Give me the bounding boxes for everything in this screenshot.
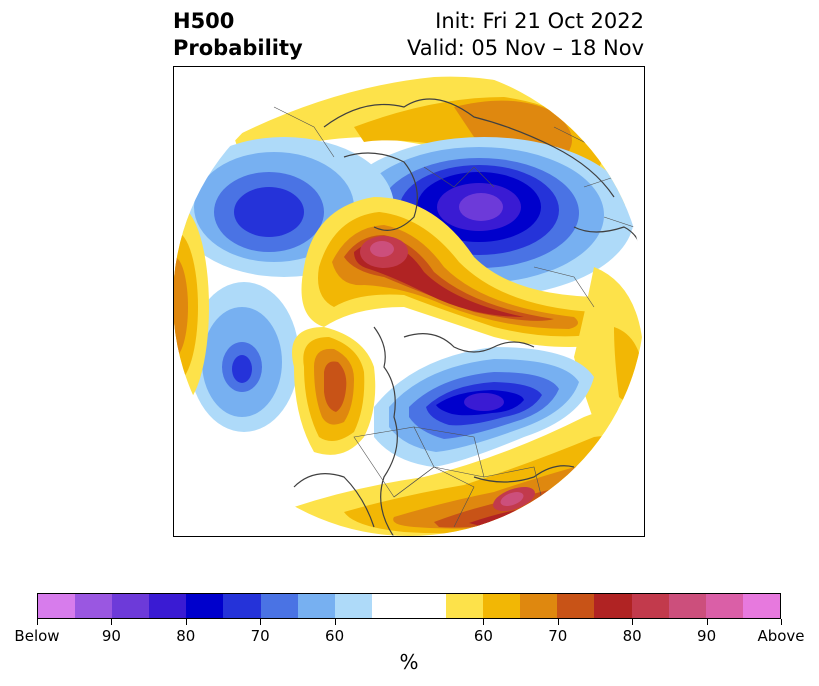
colorbar-tick	[631, 619, 633, 625]
colorbar-segment	[631, 594, 669, 618]
probability-map	[174, 67, 644, 536]
colorbar-tick	[780, 619, 782, 625]
colorbar-segment	[483, 594, 521, 618]
title-subtitle: Probability	[173, 36, 303, 60]
colorbar-segment	[334, 594, 372, 618]
below-center-pacific-south	[189, 282, 299, 432]
colorbar-segment	[112, 594, 150, 618]
title-left: H500 Probability	[173, 8, 303, 62]
colorbar-segment	[75, 594, 113, 618]
colorbar-segment	[520, 594, 558, 618]
above-center-nw-canada	[301, 197, 636, 347]
colorbar-segment	[260, 594, 298, 618]
colorbar-segment	[186, 594, 224, 618]
colorbar-segment	[705, 594, 743, 618]
colorbar-tick	[482, 619, 484, 625]
colorbar-segment	[446, 594, 484, 618]
colorbar-tick	[36, 619, 38, 625]
init-date: Init: Fri 21 Oct 2022	[435, 9, 644, 33]
colorbar-tick-label: 80	[622, 627, 642, 645]
coastlines	[293, 98, 644, 536]
title-right: Init: Fri 21 Oct 2022 Valid: 05 Nov – 18…	[407, 8, 644, 62]
colorbar-segment	[668, 594, 706, 618]
colorbar-tick	[334, 619, 336, 625]
colorbar-tick-label: Below	[14, 627, 60, 645]
colorbar-tick-label: 70	[548, 627, 568, 645]
colorbar-segment	[297, 594, 335, 618]
colorbar-segment	[149, 594, 187, 618]
colorbar-tick-label: 60	[325, 627, 345, 645]
colorbar-tick	[110, 619, 112, 625]
above-center-left-edge	[174, 207, 209, 407]
colorbar-tick-label: 90	[101, 627, 121, 645]
map-panel	[173, 66, 645, 537]
colorbar-segment	[594, 594, 632, 618]
colorbar-tick	[557, 619, 559, 625]
colorbar-unit: %	[399, 650, 419, 674]
colorbar-segment	[557, 594, 595, 618]
colorbar-tick	[706, 619, 708, 625]
colorbar-segment	[371, 594, 447, 618]
valid-range: Valid: 05 Nov – 18 Nov	[407, 36, 644, 60]
colorbar-segment	[742, 594, 780, 618]
above-center-gulf-of-alaska	[292, 327, 376, 455]
colorbar-tick-label: 90	[697, 627, 717, 645]
colorbar-segment	[223, 594, 261, 618]
colorbar-tick	[259, 619, 261, 625]
colorbar	[37, 593, 781, 619]
colorbar-tick-label: 70	[250, 627, 270, 645]
below-center-north-pacific	[174, 137, 394, 277]
colorbar-tick-label: 60	[473, 627, 493, 645]
colorbar-tick-label: 80	[176, 627, 196, 645]
colorbar-tick	[185, 619, 187, 625]
colorbar-tick-label: Above	[757, 627, 805, 645]
political-borders	[273, 106, 644, 528]
below-center-eastern-canada	[374, 347, 594, 467]
colorbar-segment	[38, 594, 76, 618]
title-variable: H500	[173, 9, 235, 33]
